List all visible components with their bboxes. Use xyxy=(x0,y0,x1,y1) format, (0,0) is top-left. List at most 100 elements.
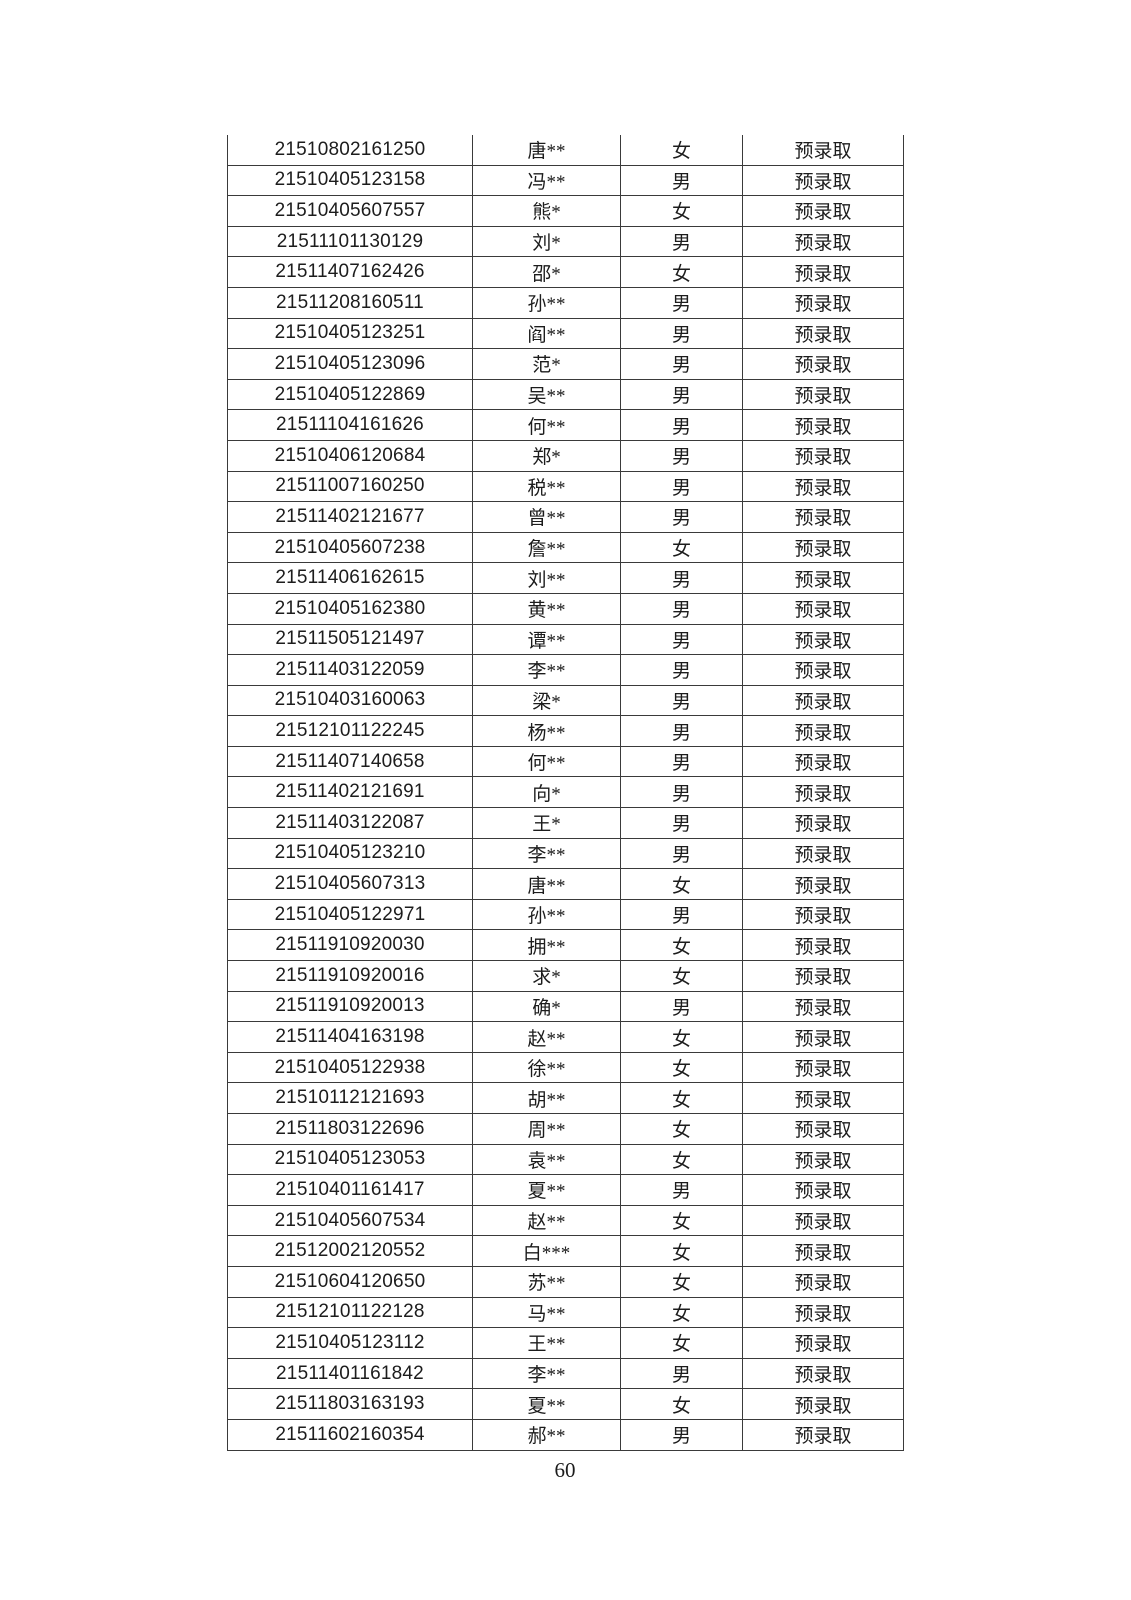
name-cell: 冯** xyxy=(472,164,621,197)
table-row: 21511402121677 曾** 男预录取 xyxy=(227,501,904,533)
gender-cell: 男 xyxy=(620,654,743,686)
name-cell: 刘* xyxy=(472,225,621,258)
name-cell: 向* xyxy=(472,776,621,809)
status-cell: 预录取 xyxy=(742,1113,904,1145)
student-id-cell: 21511803163193 xyxy=(227,1388,473,1420)
gender-cell: 男 xyxy=(620,592,743,625)
student-id-cell: 21511403122059 xyxy=(227,654,473,686)
status-cell: 预录取 xyxy=(742,348,904,380)
name-cell: 黄** xyxy=(472,592,621,625)
status-cell: 预录取 xyxy=(742,1021,904,1053)
table-row: 21511803163193 夏** 女预录取 xyxy=(227,1388,904,1420)
status-cell: 预录取 xyxy=(742,898,904,931)
status-cell: 预录取 xyxy=(742,1357,904,1390)
table-row: 21511407162426 邵* 女预录取 xyxy=(227,256,904,288)
gender-cell: 女 xyxy=(620,1143,743,1176)
table-row: 21511402121691 向* 男预录取 xyxy=(227,776,904,809)
name-cell: 詹** xyxy=(472,531,621,564)
name-cell: 曾** xyxy=(472,501,621,533)
status-cell: 预录取 xyxy=(742,1265,904,1298)
name-cell: 王* xyxy=(472,807,621,839)
name-cell: 拥** xyxy=(472,929,621,962)
gender-cell: 男 xyxy=(620,286,743,319)
gender-cell: 男 xyxy=(620,776,743,809)
gender-cell: 男 xyxy=(620,1357,743,1390)
name-cell: 夏** xyxy=(472,1174,621,1206)
status-cell: 预录取 xyxy=(742,776,904,809)
table-row: 21510405162380 黄** 男预录取 xyxy=(227,592,904,625)
status-cell: 预录取 xyxy=(742,715,904,747)
status-cell: 预录取 xyxy=(742,195,904,227)
student-id-cell: 21511402121677 xyxy=(227,501,473,533)
status-cell: 预录取 xyxy=(742,1082,904,1114)
name-cell: 求* xyxy=(472,960,621,992)
student-id-cell: 21512002120552 xyxy=(227,1235,473,1267)
table-row: 21511208160511 孙** 男预录取 xyxy=(227,286,904,319)
status-cell: 预录取 xyxy=(742,378,904,411)
status-cell: 预录取 xyxy=(742,562,904,594)
student-id-cell: 21510406120684 xyxy=(227,439,473,472)
student-id-cell: 21511407162426 xyxy=(227,256,473,288)
gender-cell: 女 xyxy=(620,135,743,166)
student-id-cell: 21511104161626 xyxy=(227,409,473,441)
gender-cell: 男 xyxy=(620,378,743,411)
table-row: 21511407140658 何** 男预录取 xyxy=(227,745,904,778)
name-cell: 刘** xyxy=(472,562,621,594)
name-cell: 邵* xyxy=(472,256,621,288)
status-cell: 预录取 xyxy=(742,317,904,350)
student-id-cell: 21511007160250 xyxy=(227,470,473,503)
status-cell: 预录取 xyxy=(742,286,904,319)
status-cell: 预录取 xyxy=(742,592,904,625)
gender-cell: 男 xyxy=(620,562,743,594)
status-cell: 预录取 xyxy=(742,1143,904,1176)
status-cell: 预录取 xyxy=(742,256,904,288)
gender-cell: 女 xyxy=(620,1021,743,1053)
table-row: 21510401161417 夏** 男预录取 xyxy=(227,1174,904,1206)
gender-cell: 女 xyxy=(620,960,743,992)
table-row: 21510405607238 詹** 女预录取 xyxy=(227,531,904,564)
student-id-cell: 21510405607557 xyxy=(227,195,473,227)
status-cell: 预录取 xyxy=(742,225,904,258)
student-id-cell: 21511406162615 xyxy=(227,562,473,594)
gender-cell: 女 xyxy=(620,868,743,900)
name-cell: 梁* xyxy=(472,684,621,717)
status-cell: 预录取 xyxy=(742,1296,904,1329)
gender-cell: 男 xyxy=(620,745,743,778)
student-id-cell: 21510405607534 xyxy=(227,1204,473,1237)
table-row: 21511406162615 刘** 男预录取 xyxy=(227,562,904,594)
student-id-cell: 21511208160511 xyxy=(227,286,473,319)
gender-cell: 男 xyxy=(620,807,743,839)
student-id-cell: 21510405123251 xyxy=(227,317,473,350)
table-row: 21512101122128 马** 女预录取 xyxy=(227,1296,904,1329)
student-id-cell: 21511403122087 xyxy=(227,807,473,839)
table-row: 21510604120650 苏** 女预录取 xyxy=(227,1265,904,1298)
name-cell: 熊* xyxy=(472,195,621,227)
status-cell: 预录取 xyxy=(742,1388,904,1420)
status-cell: 预录取 xyxy=(742,1418,904,1451)
gender-cell: 女 xyxy=(620,1082,743,1114)
student-id-cell: 21511910920016 xyxy=(227,960,473,992)
student-id-cell: 21510405123158 xyxy=(227,164,473,197)
gender-cell: 男 xyxy=(620,501,743,533)
name-cell: 郝** xyxy=(472,1418,621,1451)
table-row: 21510405123251 阎** 男预录取 xyxy=(227,317,904,350)
table-row: 21510405122971 孙** 男预录取 xyxy=(227,898,904,931)
student-id-cell: 21511910920030 xyxy=(227,929,473,962)
gender-cell: 男 xyxy=(620,990,743,1023)
student-id-cell: 21510405123112 xyxy=(227,1327,473,1359)
name-cell: 李** xyxy=(472,1357,621,1390)
name-cell: 何** xyxy=(472,409,621,441)
table-row: 21511403122087 王* 男预录取 xyxy=(227,807,904,839)
table-row: 21511101130129 刘* 男预录取 xyxy=(227,225,904,258)
status-cell: 预录取 xyxy=(742,960,904,992)
gender-cell: 男 xyxy=(620,623,743,656)
name-cell: 唐** xyxy=(472,135,621,166)
student-id-cell: 21511101130129 xyxy=(227,225,473,258)
name-cell: 徐** xyxy=(472,1051,621,1084)
status-cell: 预录取 xyxy=(742,135,904,166)
table-row: 21511910920013 确* 男预录取 xyxy=(227,990,904,1023)
gender-cell: 女 xyxy=(620,1235,743,1267)
table-row: 21511910920016 求* 女预录取 xyxy=(227,960,904,992)
table-row: 21510405123112 王** 女预录取 xyxy=(227,1327,904,1359)
gender-cell: 男 xyxy=(620,470,743,503)
